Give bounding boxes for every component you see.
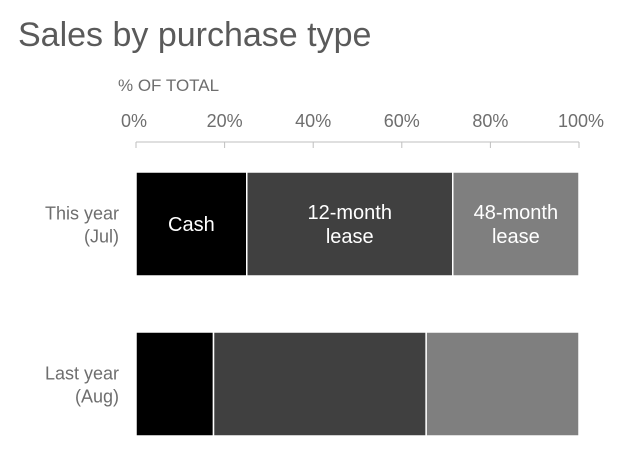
bar-segment-1 — [135, 171, 248, 277]
x-tick-label: 100% — [558, 111, 604, 131]
x-tick-label: 20% — [207, 111, 243, 131]
category-label-line: Last year — [45, 364, 119, 384]
x-tick-label: 40% — [295, 111, 331, 131]
segment-label-line: 48-month — [474, 202, 559, 224]
segment-label: 48-month lease — [474, 202, 559, 248]
segment-label-line: Cash — [168, 214, 215, 236]
category-label-line: This year — [45, 204, 119, 224]
segment-label-line: 12-month — [307, 202, 392, 224]
category-label: Last year (Aug) — [45, 364, 119, 407]
chart-title: Sales by purchase type — [18, 16, 371, 54]
bar-segment-3 — [451, 171, 580, 277]
x-tick-label: 80% — [472, 111, 508, 131]
x-tick-label: 0% — [121, 111, 147, 131]
category-label-line: (Aug) — [75, 387, 119, 407]
bar-segment-1 — [135, 331, 215, 437]
bar-segment-2 — [246, 171, 454, 277]
x-tick-label: 60% — [384, 111, 420, 131]
segment-label-line: lease — [492, 226, 540, 248]
x-axis-title: % OF TOTAL — [118, 76, 219, 95]
category-label-line: (Jul) — [84, 227, 119, 247]
segment-label-line: lease — [326, 226, 374, 248]
segment-label: 12-month lease — [307, 202, 392, 248]
x-axis: 0% 20% 40% 60% 80% 100% — [121, 111, 604, 148]
bar-segment-3 — [425, 331, 580, 437]
category-label: This year (Jul) — [45, 204, 119, 247]
category-labels: This year (Jul) Last year (Aug) — [45, 204, 119, 407]
segment-label: Cash — [168, 214, 215, 236]
bar-segment-2 — [212, 331, 427, 437]
